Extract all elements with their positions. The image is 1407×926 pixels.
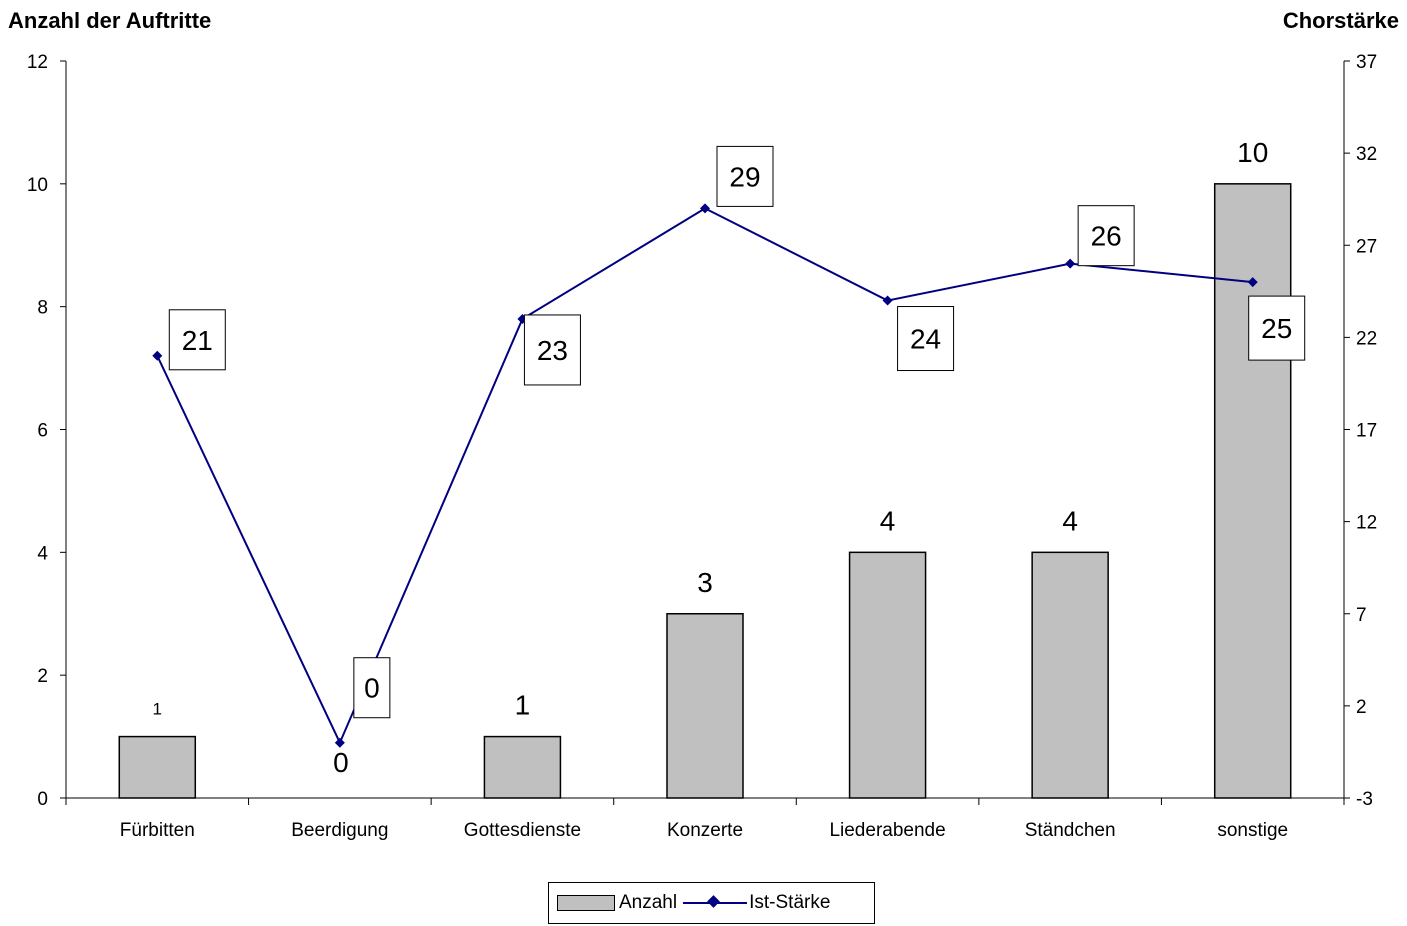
x-category-label: Beerdigung: [291, 820, 388, 841]
line-data-label-box: [523, 314, 581, 386]
line-data-label-box: [1248, 295, 1306, 361]
left-tick-label: 2: [37, 666, 48, 687]
line-data-label: 26: [1091, 221, 1122, 252]
right-tick-label: 7: [1356, 605, 1367, 626]
line-data-label: 29: [729, 161, 760, 192]
left-tick-label: 4: [37, 543, 48, 564]
left-axis-title: Anzahl der Auftritte: [8, 8, 212, 33]
line-data-label-box: [168, 309, 226, 371]
x-category-label: Konzerte: [667, 820, 743, 841]
bar-anzahl: [118, 735, 197, 799]
bar-anzahl: [848, 551, 927, 799]
bar-data-label: 1: [153, 700, 162, 719]
legend-label-anzahl: Anzahl: [619, 892, 678, 913]
x-category-label: Liederabende: [829, 820, 945, 841]
left-tick-label: 10: [27, 175, 48, 196]
left-tick-label: 12: [27, 52, 48, 73]
bar-data-label: 0: [333, 747, 349, 778]
right-tick-label: -3: [1356, 789, 1373, 810]
bar-anzahl: [666, 613, 744, 799]
right-axis-title: Chorstärke: [1282, 8, 1399, 33]
legend: Anzahl Ist-Stärke: [548, 882, 875, 924]
line-marker: [334, 737, 345, 748]
line-data-label: 23: [537, 335, 568, 366]
x-category-label: Fürbitten: [120, 820, 195, 841]
left-tick-label: 6: [37, 421, 48, 442]
line-data-label: 25: [1261, 313, 1292, 344]
line-data-label: 21: [182, 325, 213, 356]
bar-data-label: 4: [1062, 505, 1078, 536]
x-category-label: Gottesdienste: [464, 820, 581, 841]
right-tick-label: 32: [1356, 144, 1377, 165]
legend-bar-swatch: [557, 895, 615, 911]
legend-line-swatch: [683, 893, 748, 913]
bar-data-label: 10: [1237, 137, 1268, 168]
line-marker: [1247, 277, 1258, 288]
left-tick-label: 8: [37, 298, 48, 319]
right-tick-label: 17: [1356, 421, 1377, 442]
right-tick-label: 12: [1356, 513, 1377, 534]
line-marker: [1065, 258, 1076, 269]
line-marker: [700, 203, 710, 214]
line-data-label-box: [353, 657, 391, 719]
line-data-label: 24: [910, 324, 941, 355]
legend-label-ist-staerke: Ist-Stärke: [749, 892, 831, 913]
bar-anzahl: [483, 735, 562, 799]
bar-anzahl: [1213, 183, 1292, 799]
line-marker: [152, 350, 163, 361]
line-marker: [882, 295, 893, 306]
right-tick-label: 22: [1356, 328, 1377, 349]
right-tick-label: 37: [1356, 52, 1377, 73]
left-tick-label: 0: [37, 789, 48, 810]
right-tick-label: 27: [1356, 236, 1377, 257]
line-data-label-box: [716, 145, 774, 207]
bar-data-label: 4: [880, 505, 896, 536]
bar-anzahl: [1031, 551, 1109, 799]
line-data-label-box: [897, 306, 955, 372]
x-category-label: sonstige: [1217, 820, 1288, 841]
bar-data-label: 1: [515, 690, 531, 721]
right-tick-label: 2: [1356, 697, 1367, 718]
line-data-label: 0: [364, 673, 380, 704]
bar-data-label: 3: [697, 567, 713, 598]
x-category-label: Ständchen: [1025, 820, 1116, 841]
line-data-label-box: [1077, 205, 1135, 267]
